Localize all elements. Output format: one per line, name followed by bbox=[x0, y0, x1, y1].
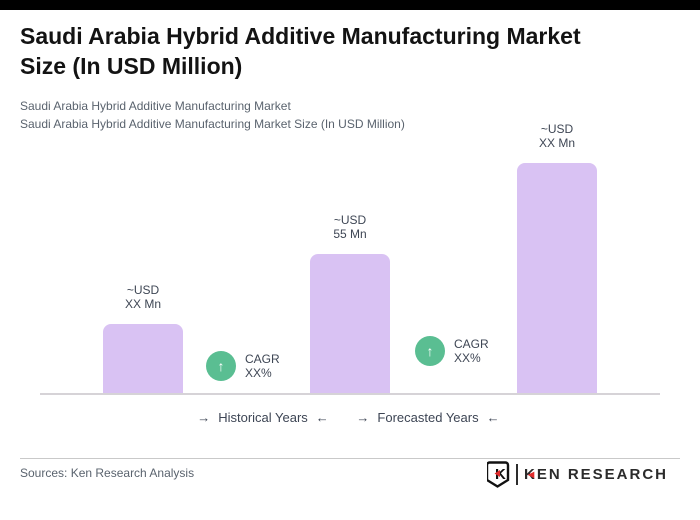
cagr-badge-2: ↑ CAGR XX% bbox=[415, 336, 489, 366]
logo-wordmark: KEN RESEARCH ◀ bbox=[524, 465, 669, 483]
arrow-right-icon: → bbox=[356, 410, 370, 425]
chart-baseline bbox=[40, 393, 660, 395]
arrow-right-icon: → bbox=[197, 410, 211, 425]
subtitle-line-1: Saudi Arabia Hybrid Additive Manufacturi… bbox=[20, 99, 291, 113]
ken-research-logo: K KEN RESEARCH ◀ bbox=[487, 460, 668, 488]
cagr-badge-1: ↑ CAGR XX% bbox=[206, 351, 280, 381]
arrow-left-icon: ← bbox=[315, 410, 329, 425]
arrow-left-icon: ← bbox=[486, 410, 500, 425]
axis-annotation-forecasted: → Forecasted Years ← bbox=[356, 410, 499, 426]
subtitle-line-2: Saudi Arabia Hybrid Additive Manufacturi… bbox=[20, 117, 405, 131]
bar-value-label-2: ~USD 55 Mn bbox=[333, 213, 367, 241]
chart-subtitle: Saudi Arabia Hybrid Additive Manufacturi… bbox=[20, 97, 405, 133]
bar-value-label-3: ~USD XX Mn bbox=[538, 122, 575, 150]
axis-annotation-historical: → Historical Years ← bbox=[197, 410, 329, 426]
sources-text: Sources: Ken Research Analysis bbox=[20, 466, 195, 480]
bar-historical bbox=[103, 324, 183, 394]
page-title-line-1: Saudi Arabia Hybrid Additive Manufacturi… bbox=[20, 23, 581, 49]
cagr-label-1: CAGR XX% bbox=[245, 352, 280, 380]
cagr-label-2: CAGR XX% bbox=[454, 337, 489, 365]
logo-triangle-icon: ◀ bbox=[528, 469, 535, 479]
up-arrow-icon: ↑ bbox=[206, 351, 236, 381]
svg-text:K: K bbox=[495, 466, 506, 483]
bar-base-year bbox=[310, 254, 390, 394]
top-black-bar bbox=[0, 0, 700, 10]
axis-annotation-label: Forecasted Years bbox=[377, 410, 479, 425]
footer-divider bbox=[20, 458, 680, 459]
bar-value-label-1: ~USD XX Mn bbox=[124, 283, 161, 311]
page-title-line-2: Size (In USD Million) bbox=[20, 53, 243, 79]
up-arrow-icon: ↑ bbox=[415, 336, 445, 366]
bar-forecast bbox=[517, 163, 597, 394]
axis-annotation-label: Historical Years bbox=[218, 410, 308, 425]
logo-separator bbox=[516, 463, 518, 485]
logo-shield-icon: K bbox=[487, 460, 510, 488]
page-title: Saudi Arabia Hybrid Additive Manufacturi… bbox=[20, 21, 682, 81]
